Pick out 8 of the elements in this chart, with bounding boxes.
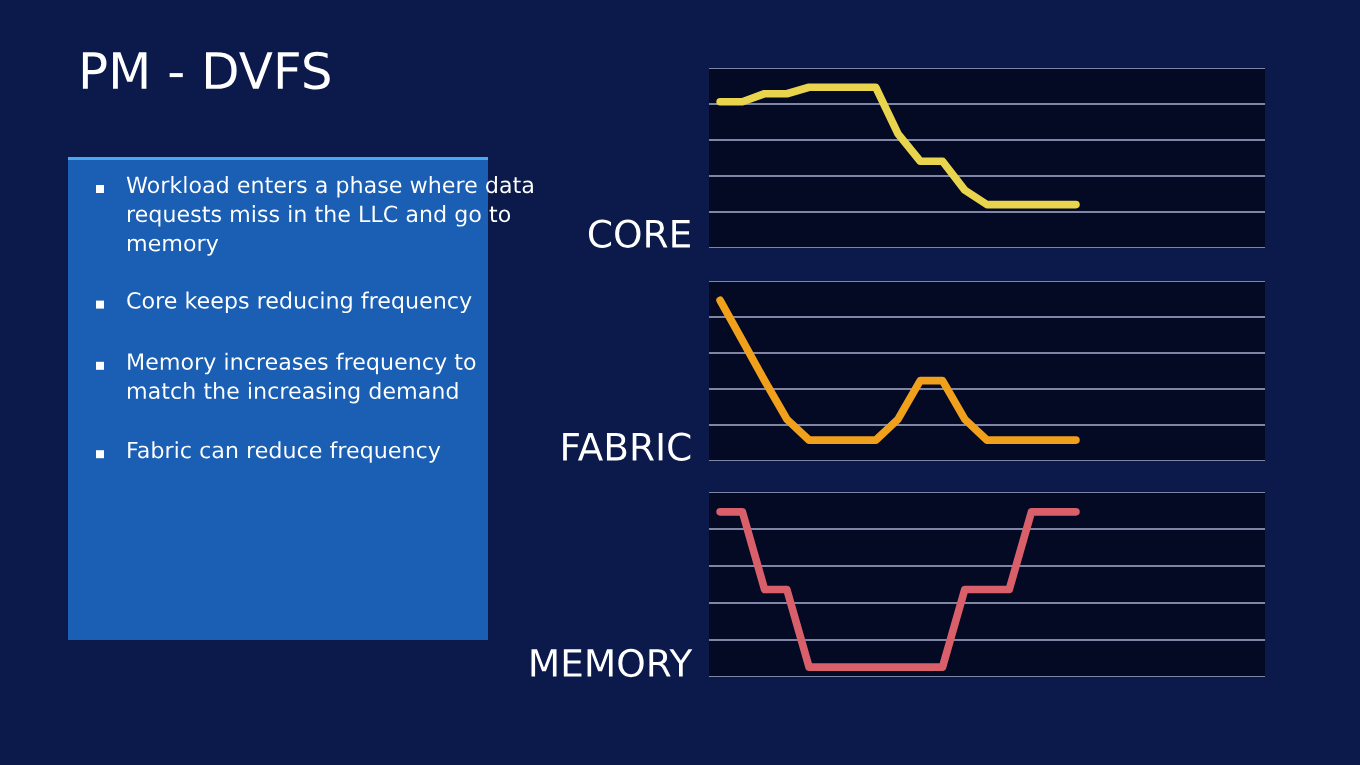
text: Core keeps reducing frequency bbox=[127, 291, 472, 314]
text: Workload enters a phase where data requests miss in the LLC and go to memory bbox=[126, 176, 533, 256]
text: PM - DVFS bbox=[82, 51, 330, 90]
y-axis-title: MEMORY bbox=[531, 648, 693, 678]
text: Memory increases frequency to match the increasing demand bbox=[128, 352, 476, 404]
y-axis-title: CORE bbox=[588, 219, 690, 248]
text: Fabric can reduce frequency bbox=[128, 441, 441, 463]
y-axis-title: FABRIC bbox=[563, 432, 691, 461]
